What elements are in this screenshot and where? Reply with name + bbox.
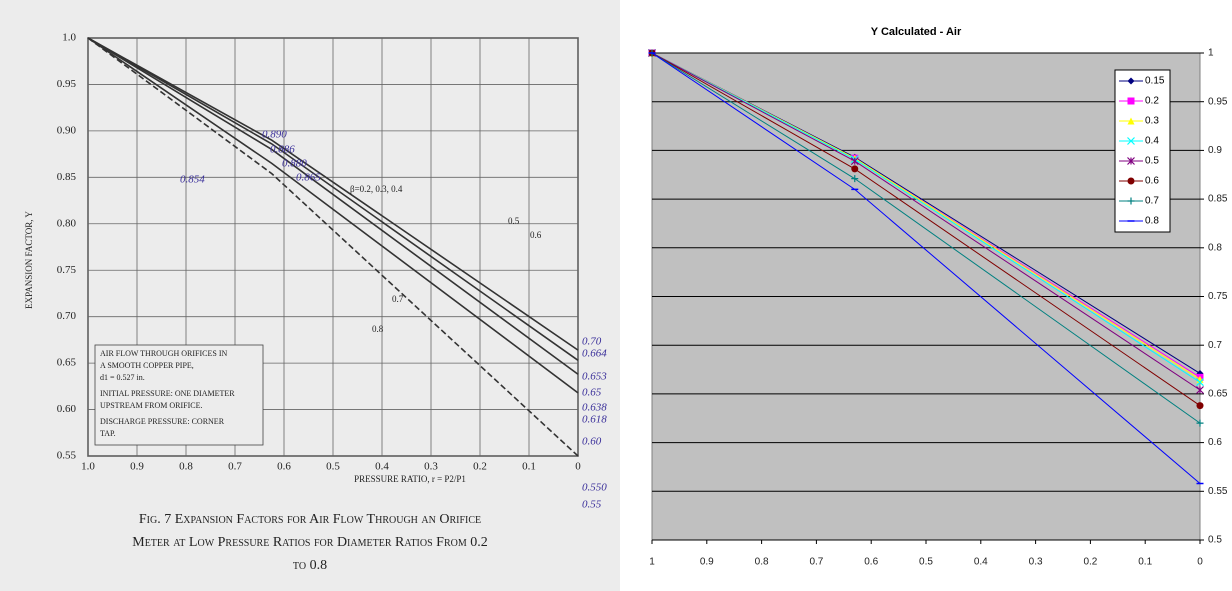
x-tick-label: 0.4: [974, 557, 988, 568]
line-label: 0.5: [508, 216, 520, 226]
y-tick-label: 0.85: [1208, 194, 1228, 205]
y-tick-label: 0.75: [57, 264, 77, 276]
handwritten-note: 0.664: [582, 348, 607, 360]
y-tick-label: 0.8: [1208, 242, 1222, 253]
handwritten-note: 0.638: [582, 402, 607, 414]
x-tick-label: 0.5: [919, 557, 933, 568]
note: d1 = 0.527 in.: [100, 373, 145, 382]
screenshot: 0.550.600.650.700.750.800.850.900.951.01…: [0, 0, 1232, 591]
caption: to 0.8: [293, 558, 327, 573]
y-tick-label: 0.90: [57, 124, 77, 136]
y-tick-label: 1.0: [62, 32, 76, 44]
y-tick-label: 0.60: [57, 403, 77, 415]
legend-label: 0.15: [1145, 76, 1165, 87]
legend: [1115, 70, 1170, 232]
handwritten-note: 0.880: [282, 158, 307, 170]
handwritten-note: 0.886: [270, 144, 295, 156]
y-tick-label: 1: [1208, 48, 1214, 59]
caption: Fig. 7 Expansion Factors for Air Flow Th…: [139, 512, 481, 527]
x-tick-label: 0: [1197, 557, 1203, 568]
handwritten-note: 0.550: [582, 482, 607, 494]
note: TAP.: [100, 429, 116, 438]
x-tick-label: 0.1: [1138, 557, 1152, 568]
note: AIR FLOW THROUGH ORIFICES IN: [100, 349, 227, 358]
x-tick-label: 0.5: [326, 461, 340, 473]
scan-background: [0, 0, 620, 591]
handwritten-note: 0.55: [582, 499, 602, 511]
x-tick-label: 0.3: [1029, 557, 1043, 568]
y-tick-label: 0.70: [57, 310, 77, 322]
x-tick-label: 0.8: [179, 461, 193, 473]
y-tick-label: 0.5: [1208, 535, 1222, 546]
x-tick-label: 1: [649, 557, 655, 568]
handwritten-note: 0.70: [582, 336, 602, 348]
y-tick-label: 0.55: [57, 450, 77, 462]
x-tick-label: 0.6: [277, 461, 291, 473]
x-tick-label: 1.0: [81, 461, 95, 473]
y-tick-label: 0.75: [1208, 291, 1228, 302]
legend-label: 0.3: [1145, 116, 1159, 127]
note: DISCHARGE PRESSURE: CORNER: [100, 417, 225, 426]
handwritten-note: 0.60: [582, 436, 602, 448]
legend-label: 0.7: [1145, 196, 1159, 207]
handwritten-note: 0.854: [180, 174, 205, 186]
line-label: 0.6: [530, 230, 542, 240]
y-axis-label: EXPANSION FACTOR, Y: [24, 211, 34, 309]
y-tick-label: 0.65: [1208, 389, 1228, 400]
handwritten-note: 0.653: [582, 371, 607, 383]
y-tick-label: 0.95: [1208, 96, 1228, 107]
x-tick-label: 0.6: [864, 557, 878, 568]
chart: 0.5 0.55 0.6 0.65 0.7 0.75 0.8 0.85 0.9 0.95 1 1 0.9…: [649, 26, 1228, 568]
x-axis-label: PRESSURE RATIO, r = P2/P1: [354, 474, 466, 484]
legend-label: 0.8: [1145, 216, 1159, 227]
caption: Meter at Low Pressure Ratios for Diamete…: [132, 535, 487, 550]
y-tick-label: 0.65: [57, 357, 77, 369]
note: UPSTREAM FROM ORIFICE.: [100, 401, 202, 410]
line-label: 0.8: [372, 324, 384, 334]
note: A SMOOTH COPPER PIPE,: [100, 361, 194, 370]
line-label: 0.7: [392, 294, 404, 304]
y-tick-label: 0.55: [1208, 486, 1228, 497]
handwritten-note: 0.890: [262, 129, 287, 141]
x-tick-label: 0.9: [130, 461, 144, 473]
x-tick-label: 0.2: [1083, 557, 1097, 568]
legend-label: 0.5: [1145, 156, 1159, 167]
y-tick-label: 0.7: [1208, 340, 1222, 351]
x-tick-label: 0.7: [228, 461, 242, 473]
x-tick-label: 0.2: [473, 461, 487, 473]
x-tick-label: 0.7: [809, 557, 823, 568]
x-tick-label: 0.8: [755, 557, 769, 568]
note: INITIAL PRESSURE: ONE DIAMETER: [100, 389, 235, 398]
x-tick-label: 0.3: [424, 461, 438, 473]
handwritten-note: 0.618: [582, 414, 607, 426]
x-tick-label: 0.1: [522, 461, 536, 473]
legend-label: 0.4: [1145, 136, 1159, 147]
y-tick-label: 0.80: [57, 217, 77, 229]
marker: [851, 165, 858, 172]
marker: [1128, 98, 1135, 105]
x-tick-label: 0.9: [700, 557, 714, 568]
chart-title: Y Calculated - Air: [871, 26, 962, 38]
y-tick-label: 0.6: [1208, 437, 1222, 448]
legend-label: 0.2: [1145, 96, 1159, 107]
y-tick-label: 0.85: [57, 171, 77, 183]
x-tick-label: 0: [575, 461, 581, 473]
marker: [1197, 402, 1204, 409]
handwritten-note: 0.865: [296, 172, 321, 184]
marker: [1128, 178, 1135, 185]
y-tick-label: 0.95: [57, 78, 77, 90]
y-tick-label: 0.9: [1208, 145, 1222, 156]
handwritten-note: 0.65: [582, 387, 602, 399]
legend-label: 0.6: [1145, 176, 1159, 187]
line-label: β=0.2, 0.3, 0.4: [350, 184, 403, 194]
x-tick-label: 0.4: [375, 461, 389, 473]
